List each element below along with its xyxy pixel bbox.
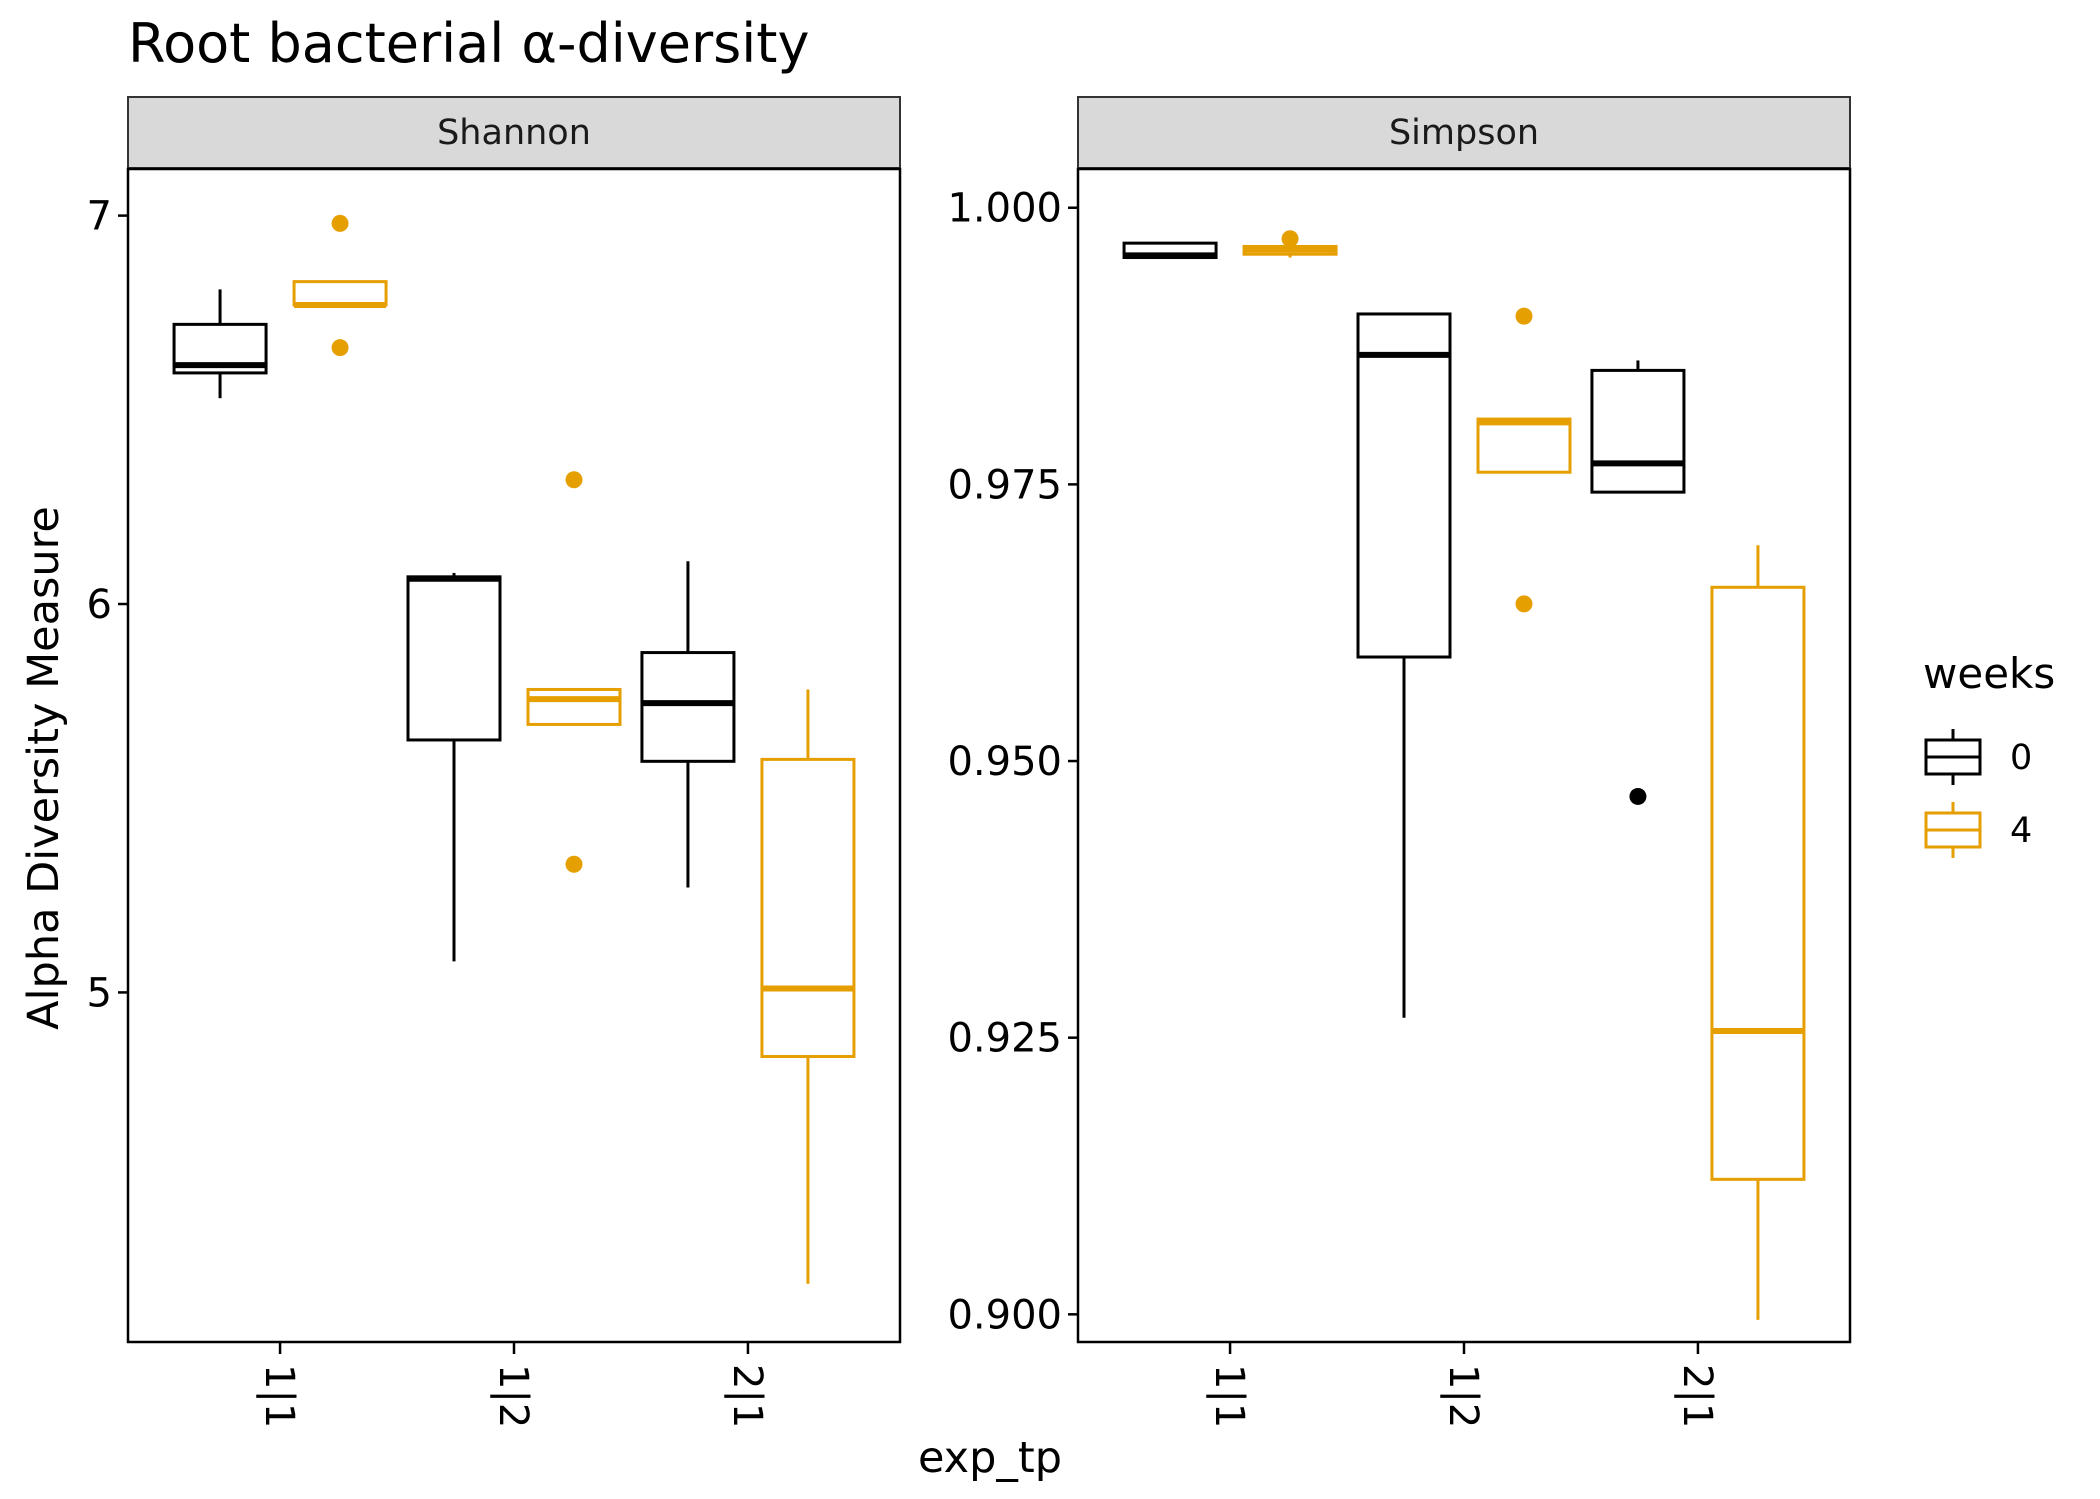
box-4-1|2 (526, 471, 622, 873)
y-tick-label: 0.950 (947, 739, 1062, 785)
strip-shannon (127, 96, 901, 169)
legend-label: 4 (2010, 811, 2032, 851)
panels: Shannon 5 6 7 1|1 1|2 2|1 Simpson 0.900 0.925 0.95… (87, 96, 1852, 1428)
x-tick-label: 2|1 (1674, 1364, 1720, 1428)
y-tick-label: 6 (87, 582, 112, 628)
y-axis-title: Alpha Diversity Measure (19, 506, 69, 1030)
legend-label: 0 (2010, 738, 2032, 778)
box-body (406, 575, 502, 742)
box-body (1356, 312, 1452, 659)
box-body (1590, 368, 1686, 494)
x-tick-label: 2|1 (724, 1364, 770, 1428)
y-tick-label: 1.000 (947, 186, 1062, 232)
outlier-point (565, 471, 583, 489)
x-tick-label: 1|2 (1440, 1364, 1486, 1428)
y-tick-label: 0.900 (947, 1292, 1062, 1338)
outlier-point (1629, 787, 1647, 805)
box-body (640, 651, 736, 763)
outlier-point (1515, 595, 1533, 613)
outlier-point (331, 214, 349, 232)
box-4-1|2 (1476, 307, 1572, 613)
box-0-2|1 (1590, 360, 1686, 805)
chart-title: Root bacterial α-diversity (128, 12, 809, 75)
box-0-1|2 (406, 572, 502, 962)
box-4-2|1 (760, 689, 856, 1284)
box-body (526, 687, 622, 726)
box-body (292, 280, 388, 307)
x-tick-label: 1|1 (1206, 1364, 1252, 1428)
panel-shannon: Shannon 5 6 7 1|1 1|2 2|1 (87, 96, 902, 1428)
outlier-point (331, 339, 349, 357)
panel-simpson: Simpson 0.900 0.925 0.950 0.975 1.000 1|1 1|2 2|… (947, 96, 1852, 1428)
legend-title: weeks (1923, 649, 2055, 698)
box-0-1|2 (1356, 312, 1452, 1018)
box-4-1|1 (1242, 230, 1338, 258)
outlier-point (565, 855, 583, 873)
y-tick-label: 7 (87, 194, 112, 240)
strip-label: Shannon (437, 113, 591, 153)
box-0-2|1 (640, 561, 736, 888)
box-body (1710, 585, 1806, 1181)
box-body (1476, 417, 1572, 474)
legend: weeks 0 4 (1923, 649, 2055, 858)
y-tick-label: 0.975 (947, 462, 1062, 508)
legend-key-0: 0 (1924, 729, 2032, 785)
legend-key-4: 4 (1924, 802, 2032, 858)
box-4-2|1 (1710, 545, 1806, 1320)
y-tick-label: 0.925 (947, 1016, 1062, 1062)
box-4-1|1 (292, 214, 388, 357)
x-tick-label: 1|2 (490, 1364, 536, 1428)
outlier-point (1515, 307, 1533, 325)
x-axis-title: exp_tp (918, 1433, 1062, 1483)
strip-label: Simpson (1389, 113, 1539, 153)
y-tick-label: 5 (87, 970, 112, 1016)
outlier-point (1281, 230, 1299, 248)
x-tick-label: 1|1 (256, 1364, 302, 1428)
box-0-1|1 (172, 289, 268, 399)
box-0-1|1 (1122, 241, 1218, 260)
box-body (760, 757, 856, 1059)
